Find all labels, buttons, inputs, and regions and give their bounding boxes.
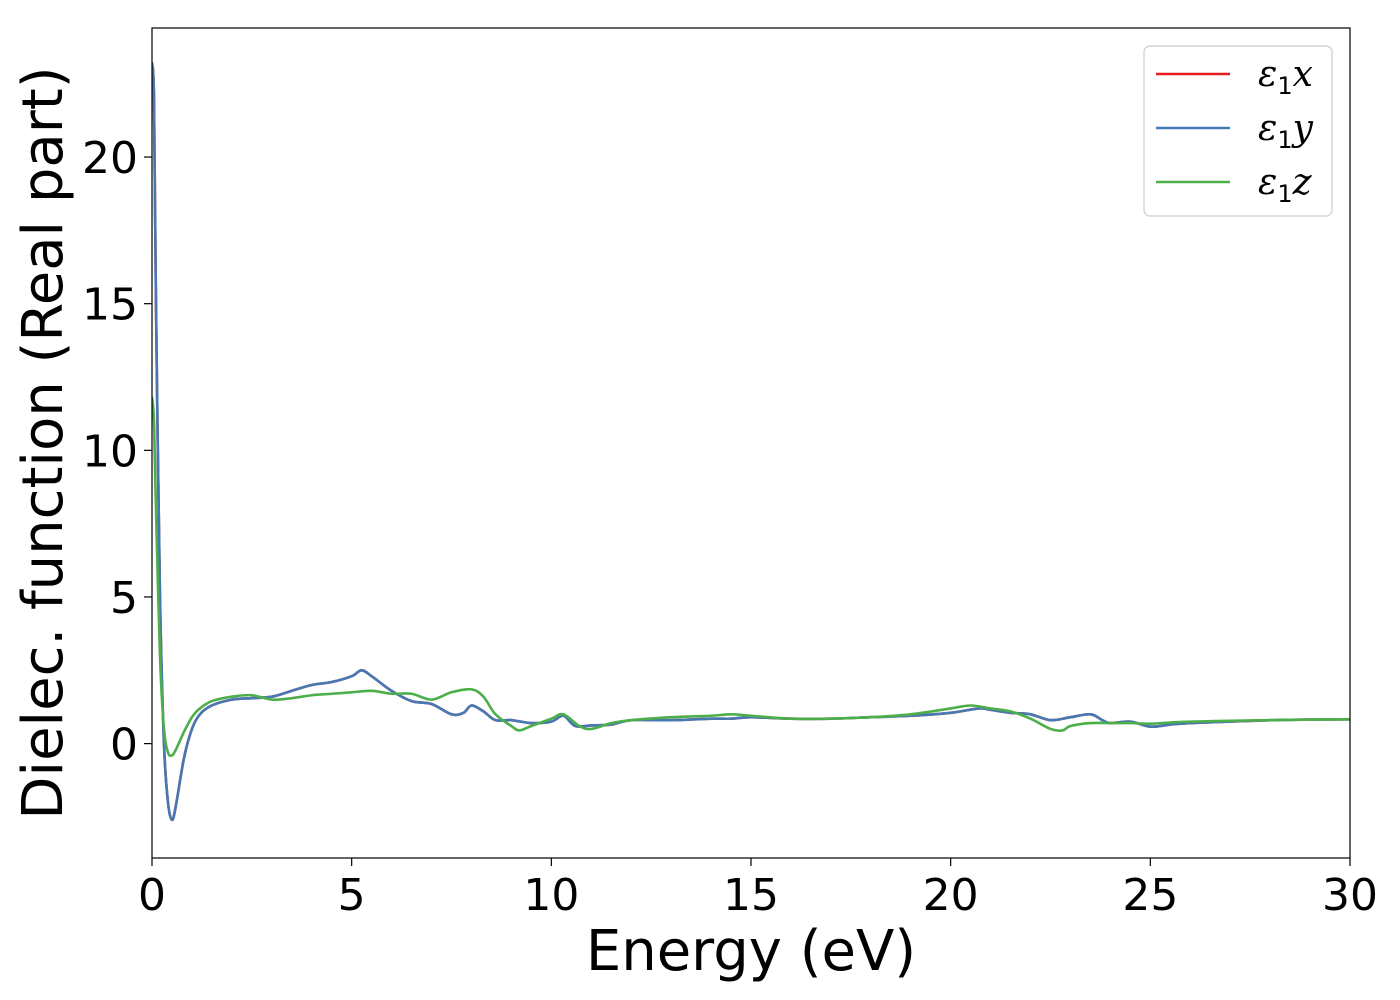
x-tick-label: 25 (1122, 870, 1178, 921)
x-tick-label: 30 (1322, 870, 1378, 921)
legend-label-y: ε1y (1258, 108, 1314, 154)
x-tick-label: 5 (338, 870, 366, 921)
y-tick-label: 10 (82, 426, 138, 477)
x-tick-label: 15 (723, 870, 779, 921)
x-tick-label: 10 (523, 870, 579, 921)
y-tick-label: 5 (110, 573, 138, 624)
series-line-z (152, 396, 1350, 758)
legend-label-x: ε1x (1258, 54, 1313, 100)
y-axis-label: Dielec. function (Real part) (11, 66, 76, 819)
legend-label-z: ε1z (1258, 162, 1313, 208)
series-layer (152, 61, 1350, 822)
series-line-y (152, 61, 1350, 822)
y-tick-label: 15 (82, 280, 138, 331)
y-tick-label: 20 (82, 133, 138, 184)
y-tick-label: 0 (110, 720, 138, 771)
x-tick-label: 0 (138, 870, 166, 921)
x-axis: 0 5 10 15 20 25 30 (138, 858, 1378, 921)
legend-box (1143, 45, 1333, 217)
legend: ε1x ε1y ε1z (1143, 45, 1333, 217)
y-axis: 0 5 10 15 20 (82, 133, 152, 771)
x-axis-label: Energy (eV) (586, 919, 916, 984)
x-tick-label: 20 (923, 870, 979, 921)
